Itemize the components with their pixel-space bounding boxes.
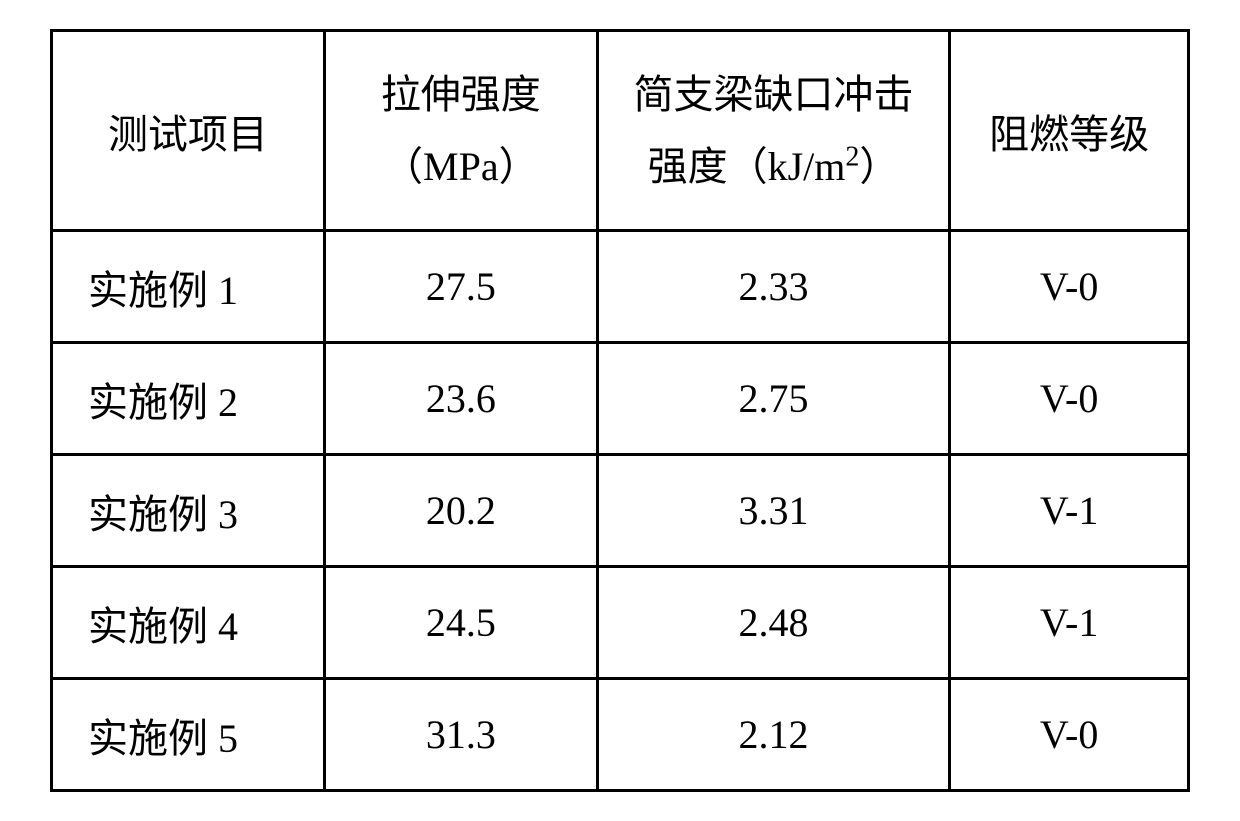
header-test-item: 测试项目 xyxy=(52,31,325,231)
cell-test-item: 实施例 1 xyxy=(52,231,325,343)
cell-test-item: 实施例 3 xyxy=(52,455,325,567)
cell-test-item: 实施例 5 xyxy=(52,679,325,791)
header-label-line1: 简支梁缺口冲击 xyxy=(619,59,928,131)
cell-impact-strength: 3.31 xyxy=(597,455,949,567)
header-label: 测试项目 xyxy=(108,112,268,157)
table-row: 实施例 1 27.5 2.33 V-0 xyxy=(52,231,1189,343)
header-label-line1: 拉伸强度 xyxy=(346,59,576,131)
header-label-line2: 强度（kJ/m2） xyxy=(619,131,928,203)
header-flame-grade: 阻燃等级 xyxy=(950,31,1189,231)
cell-flame-grade: V-0 xyxy=(950,679,1189,791)
header-multiline-container: 拉伸强度 （MPa） xyxy=(346,59,576,203)
table-row: 实施例 4 24.5 2.48 V-1 xyxy=(52,567,1189,679)
header-label: 阻燃等级 xyxy=(989,112,1149,157)
material-properties-table: 测试项目 拉伸强度 （MPa） 简支梁缺口冲击 强度（kJ/m2） 阻燃等级 xyxy=(50,29,1190,792)
superscript: 2 xyxy=(845,141,859,172)
cell-tensile-strength: 27.5 xyxy=(324,231,597,343)
header-label-line2: （MPa） xyxy=(346,131,576,203)
material-properties-table-container: 测试项目 拉伸强度 （MPa） 简支梁缺口冲击 强度（kJ/m2） 阻燃等级 xyxy=(50,29,1190,792)
cell-flame-grade: V-0 xyxy=(950,343,1189,455)
cell-impact-strength: 2.75 xyxy=(597,343,949,455)
header-tensile-strength: 拉伸强度 （MPa） xyxy=(324,31,597,231)
table-row: 实施例 2 23.6 2.75 V-0 xyxy=(52,343,1189,455)
cell-tensile-strength: 20.2 xyxy=(324,455,597,567)
cell-tensile-strength: 23.6 xyxy=(324,343,597,455)
cell-tensile-strength: 24.5 xyxy=(324,567,597,679)
table-row: 实施例 5 31.3 2.12 V-0 xyxy=(52,679,1189,791)
cell-impact-strength: 2.33 xyxy=(597,231,949,343)
cell-tensile-strength: 31.3 xyxy=(324,679,597,791)
cell-flame-grade: V-1 xyxy=(950,455,1189,567)
table-header-row: 测试项目 拉伸强度 （MPa） 简支梁缺口冲击 强度（kJ/m2） 阻燃等级 xyxy=(52,31,1189,231)
cell-flame-grade: V-0 xyxy=(950,231,1189,343)
cell-test-item: 实施例 4 xyxy=(52,567,325,679)
cell-impact-strength: 2.48 xyxy=(597,567,949,679)
table-row: 实施例 3 20.2 3.31 V-1 xyxy=(52,455,1189,567)
header-multiline-container: 简支梁缺口冲击 强度（kJ/m2） xyxy=(619,59,928,203)
header-impact-strength: 简支梁缺口冲击 强度（kJ/m2） xyxy=(597,31,949,231)
cell-flame-grade: V-1 xyxy=(950,567,1189,679)
cell-impact-strength: 2.12 xyxy=(597,679,949,791)
cell-test-item: 实施例 2 xyxy=(52,343,325,455)
